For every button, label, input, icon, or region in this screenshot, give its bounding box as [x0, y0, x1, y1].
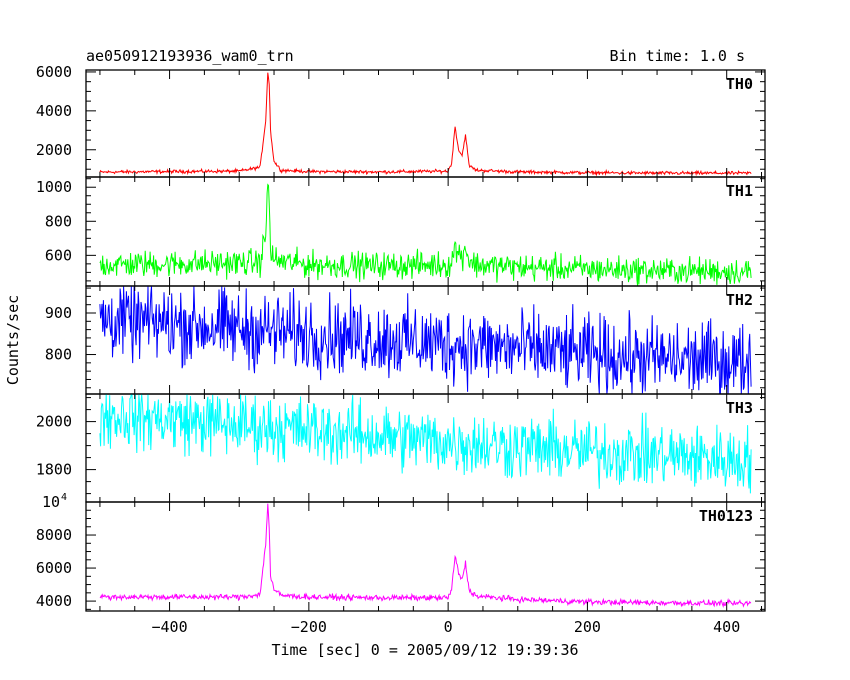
y-tick-label: 6000 [36, 63, 72, 81]
y-tick-label: 600 [45, 246, 72, 264]
panel-label-th1: TH1 [726, 182, 753, 200]
panel-label-th3: TH3 [726, 399, 753, 417]
y-tick-label: 8000 [36, 526, 72, 544]
x-tick-label: 0 [444, 618, 453, 636]
series-line-th0 [99, 72, 752, 177]
y-tick-label: 1800 [36, 461, 72, 479]
y-tick-label: 800 [45, 346, 72, 364]
y-tick-label: 4000 [36, 102, 72, 120]
x-tick-label: 200 [574, 618, 601, 636]
x-axis-label: Time [sec] 0 = 2005/09/12 19:39:36 [271, 641, 578, 659]
plot-title: ae050912193936_wam0_trn [86, 47, 294, 65]
series-line-th1 [99, 183, 752, 287]
series-line-th3 [99, 393, 752, 494]
panel-frame-th0 [85, 69, 766, 178]
y-tick-label: 800 [45, 212, 72, 230]
x-tick-label: −200 [291, 618, 327, 636]
y-tick-label: 2000 [36, 413, 72, 431]
y-top-tick-label: 10 [42, 493, 60, 511]
panel-frame-th3 [85, 393, 766, 503]
y-tick-label: 1000 [36, 178, 72, 196]
y-tick-label: 2000 [36, 141, 72, 159]
panel-label-th0123: TH0123 [699, 507, 753, 525]
x-tick-label: −400 [152, 618, 188, 636]
y-tick-label: 4000 [36, 592, 72, 610]
series-line-th2 [99, 285, 752, 395]
y-axis-label: Counts/sec [4, 295, 22, 385]
panel-label-th0: TH0 [726, 75, 753, 93]
y-top-tick-exponent: 4 [61, 492, 67, 503]
y-tick-label: 900 [45, 304, 72, 322]
y-tick-label: 6000 [36, 559, 72, 577]
panel-frame-th0123 [85, 501, 766, 612]
x-tick-label: 400 [713, 618, 740, 636]
series-line-th0123 [99, 503, 752, 608]
bin-time-label: Bin time: 1.0 s [610, 47, 745, 65]
panel-label-th2: TH2 [726, 291, 753, 309]
